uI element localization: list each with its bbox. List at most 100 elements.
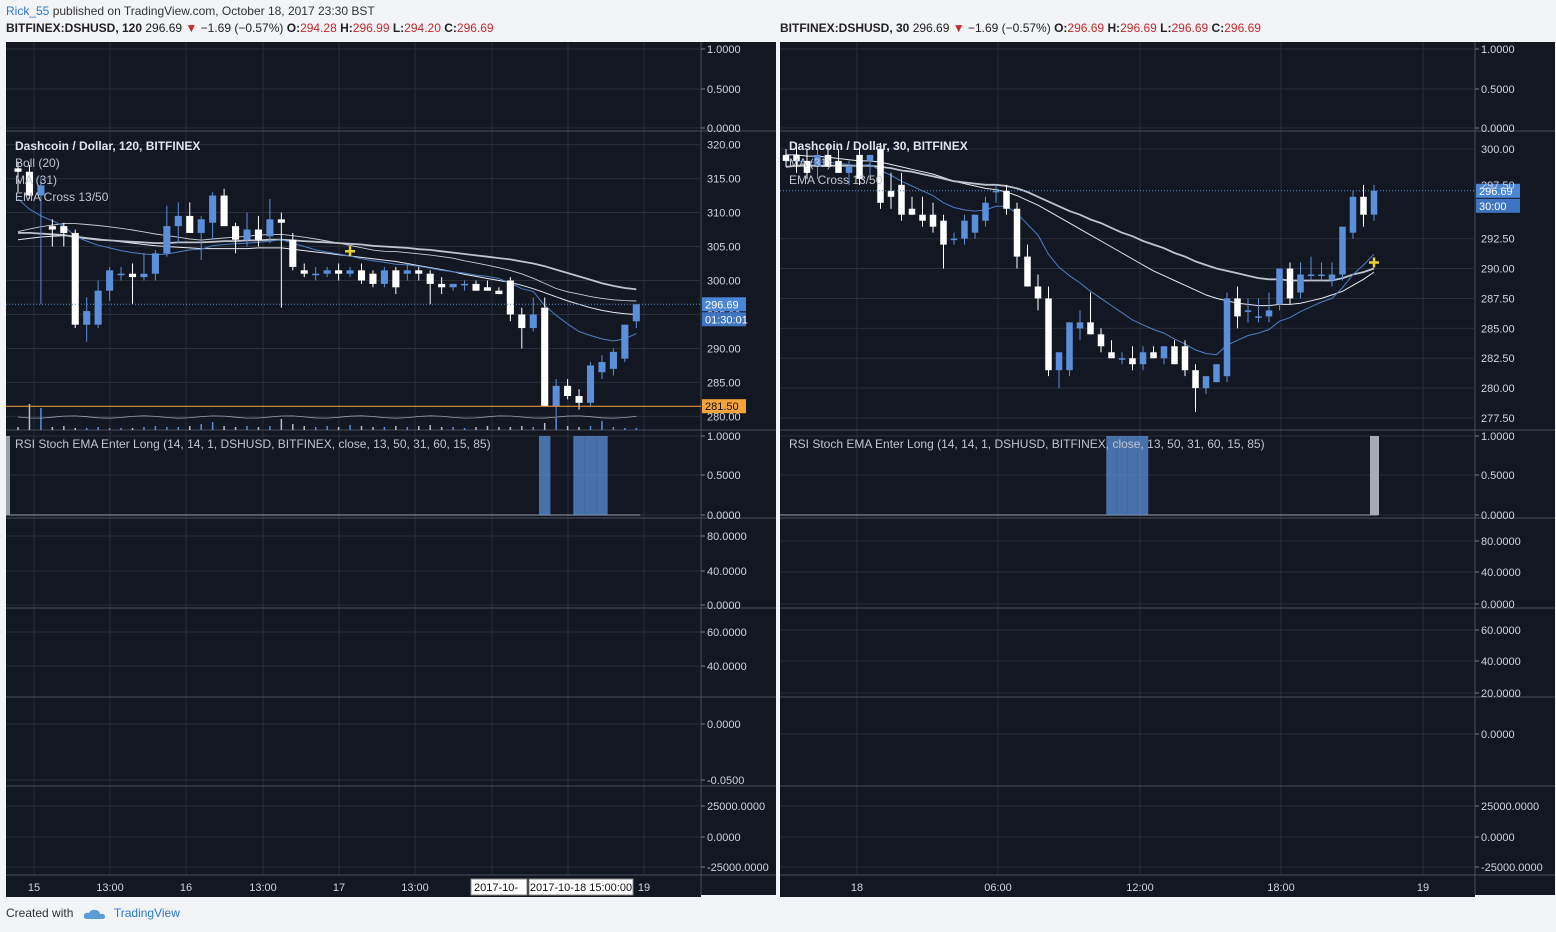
rsi-tick: 1.0000	[1481, 431, 1515, 443]
rsi-tick: 0.5000	[707, 470, 741, 482]
candle-body	[426, 273, 434, 284]
candle-body	[919, 214, 926, 221]
candle-body	[1328, 274, 1336, 281]
candle-body	[1286, 268, 1294, 299]
hline-label: 281.50	[705, 401, 739, 413]
candle-body	[151, 253, 159, 274]
time-tick: 18:00	[1267, 882, 1295, 894]
candle-body	[506, 280, 514, 315]
candle-body	[845, 166, 853, 173]
candle-body	[1360, 196, 1367, 215]
candle-body	[552, 385, 560, 407]
candle-body	[461, 283, 469, 286]
candle-body	[877, 148, 884, 203]
pane4-tick: 0.0000	[1481, 599, 1515, 611]
candle-body	[449, 283, 457, 288]
chart-svg-right[interactable]: 1.0000 0.5000 0.0000 1.0000 0.5000 0.0000 80.0…	[780, 42, 1555, 897]
pane-bg	[780, 131, 1475, 430]
candle-body	[961, 220, 968, 239]
tradingview-link[interactable]: TradingView	[113, 906, 180, 920]
indicator-label: EMA Cross 13/50	[789, 173, 883, 187]
candle-body	[243, 229, 251, 240]
main-pane-title: Dashcoin / Dollar, 120, BITFINEX	[15, 139, 200, 153]
top-pane-tick: 0.5000	[707, 84, 741, 96]
ema13-line	[786, 160, 1375, 356]
rsi-title: RSI Stoch EMA Enter Long (14, 14, 1, DSH…	[15, 437, 491, 451]
chart-svg-left[interactable]: 1.0000 0.5000 0.0000 1.0000 0.5000 0.0000 80.0…	[6, 42, 776, 897]
legend-symbol[interactable]: BITFINEX:DSHUSD, 30	[780, 21, 910, 35]
candle-body	[1034, 286, 1042, 299]
candle-body	[1055, 352, 1063, 371]
price-tick: 305.00	[707, 242, 741, 254]
indicator-label: MA (31)	[789, 156, 831, 170]
candle-body	[1244, 310, 1252, 312]
signal-bar	[584, 436, 597, 515]
candle-body	[312, 273, 320, 276]
candle-body	[982, 202, 989, 221]
pane7-tick: -25000.0000	[707, 862, 769, 874]
candle-body	[472, 283, 480, 291]
candle-body	[929, 214, 937, 227]
candle-body	[887, 190, 895, 197]
pane7-tick: 25000.0000	[707, 801, 765, 813]
price-label-bg	[1476, 183, 1520, 198]
pane7-tick: 0.0000	[707, 832, 741, 844]
legend-symbol[interactable]: BITFINEX:DSHUSD, 120	[6, 21, 143, 35]
time-tick: 19	[638, 882, 650, 894]
candle-body	[1307, 274, 1315, 277]
ema-cross-marker	[345, 246, 356, 257]
candle-body	[1318, 274, 1325, 277]
pane-bg	[780, 786, 1475, 875]
candle-body	[232, 226, 240, 240]
candle-body	[1003, 190, 1010, 209]
candle-body	[1192, 370, 1199, 389]
price-tick: 280.00	[1481, 383, 1515, 395]
publish-info: Rick_55 published on TradingView.com, Oc…	[6, 4, 375, 18]
rsi-tick: 1.0000	[707, 431, 741, 443]
candle-body	[174, 215, 182, 227]
indicator-label: Boll (20)	[15, 156, 60, 170]
chart-right[interactable]: 1.0000 0.5000 0.0000 1.0000 0.5000 0.0000 80.0…	[780, 42, 1555, 897]
candle-body	[1097, 334, 1105, 347]
cursor-time-left-label: 2017-10-	[474, 882, 518, 894]
candle-body	[14, 168, 22, 172]
candle-body	[415, 270, 423, 274]
legend-close: 296.69	[1224, 21, 1261, 35]
rsi-tick: 0.0000	[1481, 510, 1515, 522]
candle-body	[1297, 274, 1304, 293]
candle-body	[1370, 190, 1378, 215]
ema50-line	[18, 232, 637, 291]
candle-body	[197, 219, 205, 233]
candle-body	[1202, 376, 1210, 389]
candle-body	[898, 184, 905, 215]
candle-body	[357, 270, 366, 281]
candle-body	[392, 270, 400, 288]
candle-body	[346, 270, 354, 274]
candle-body	[1255, 316, 1262, 318]
chart-left[interactable]: 1.0000 0.5000 0.0000 1.0000 0.5000 0.0000 80.0…	[6, 42, 776, 897]
candle-body	[992, 190, 1000, 193]
candle-body	[48, 226, 56, 230]
pane5-tick: 40.0000	[1481, 656, 1521, 668]
candle-body	[163, 226, 171, 254]
time-tick: 19	[1417, 882, 1429, 894]
candle-body	[1045, 298, 1052, 371]
pane7-tick: 0.0000	[1481, 832, 1515, 844]
candle-body	[289, 239, 297, 267]
legend-high: 296.99	[352, 21, 390, 35]
legend-change: −1.69 (−0.57%)	[200, 21, 284, 35]
price-axis-bg	[701, 42, 776, 895]
candle-body	[60, 226, 68, 233]
candle-body	[186, 215, 194, 233]
signal-bar-grey	[1370, 436, 1379, 515]
candle-body	[529, 314, 537, 329]
candle-body	[323, 270, 331, 274]
candle-body	[277, 219, 285, 223]
price-tick: 300.00	[1481, 144, 1515, 156]
candle-body	[438, 283, 446, 288]
candle-body	[403, 270, 411, 274]
author-link[interactable]: Rick_55	[6, 4, 50, 18]
candle-body	[1108, 352, 1115, 359]
legend-open: 296.69	[1067, 21, 1105, 35]
pane-bg	[6, 42, 701, 131]
